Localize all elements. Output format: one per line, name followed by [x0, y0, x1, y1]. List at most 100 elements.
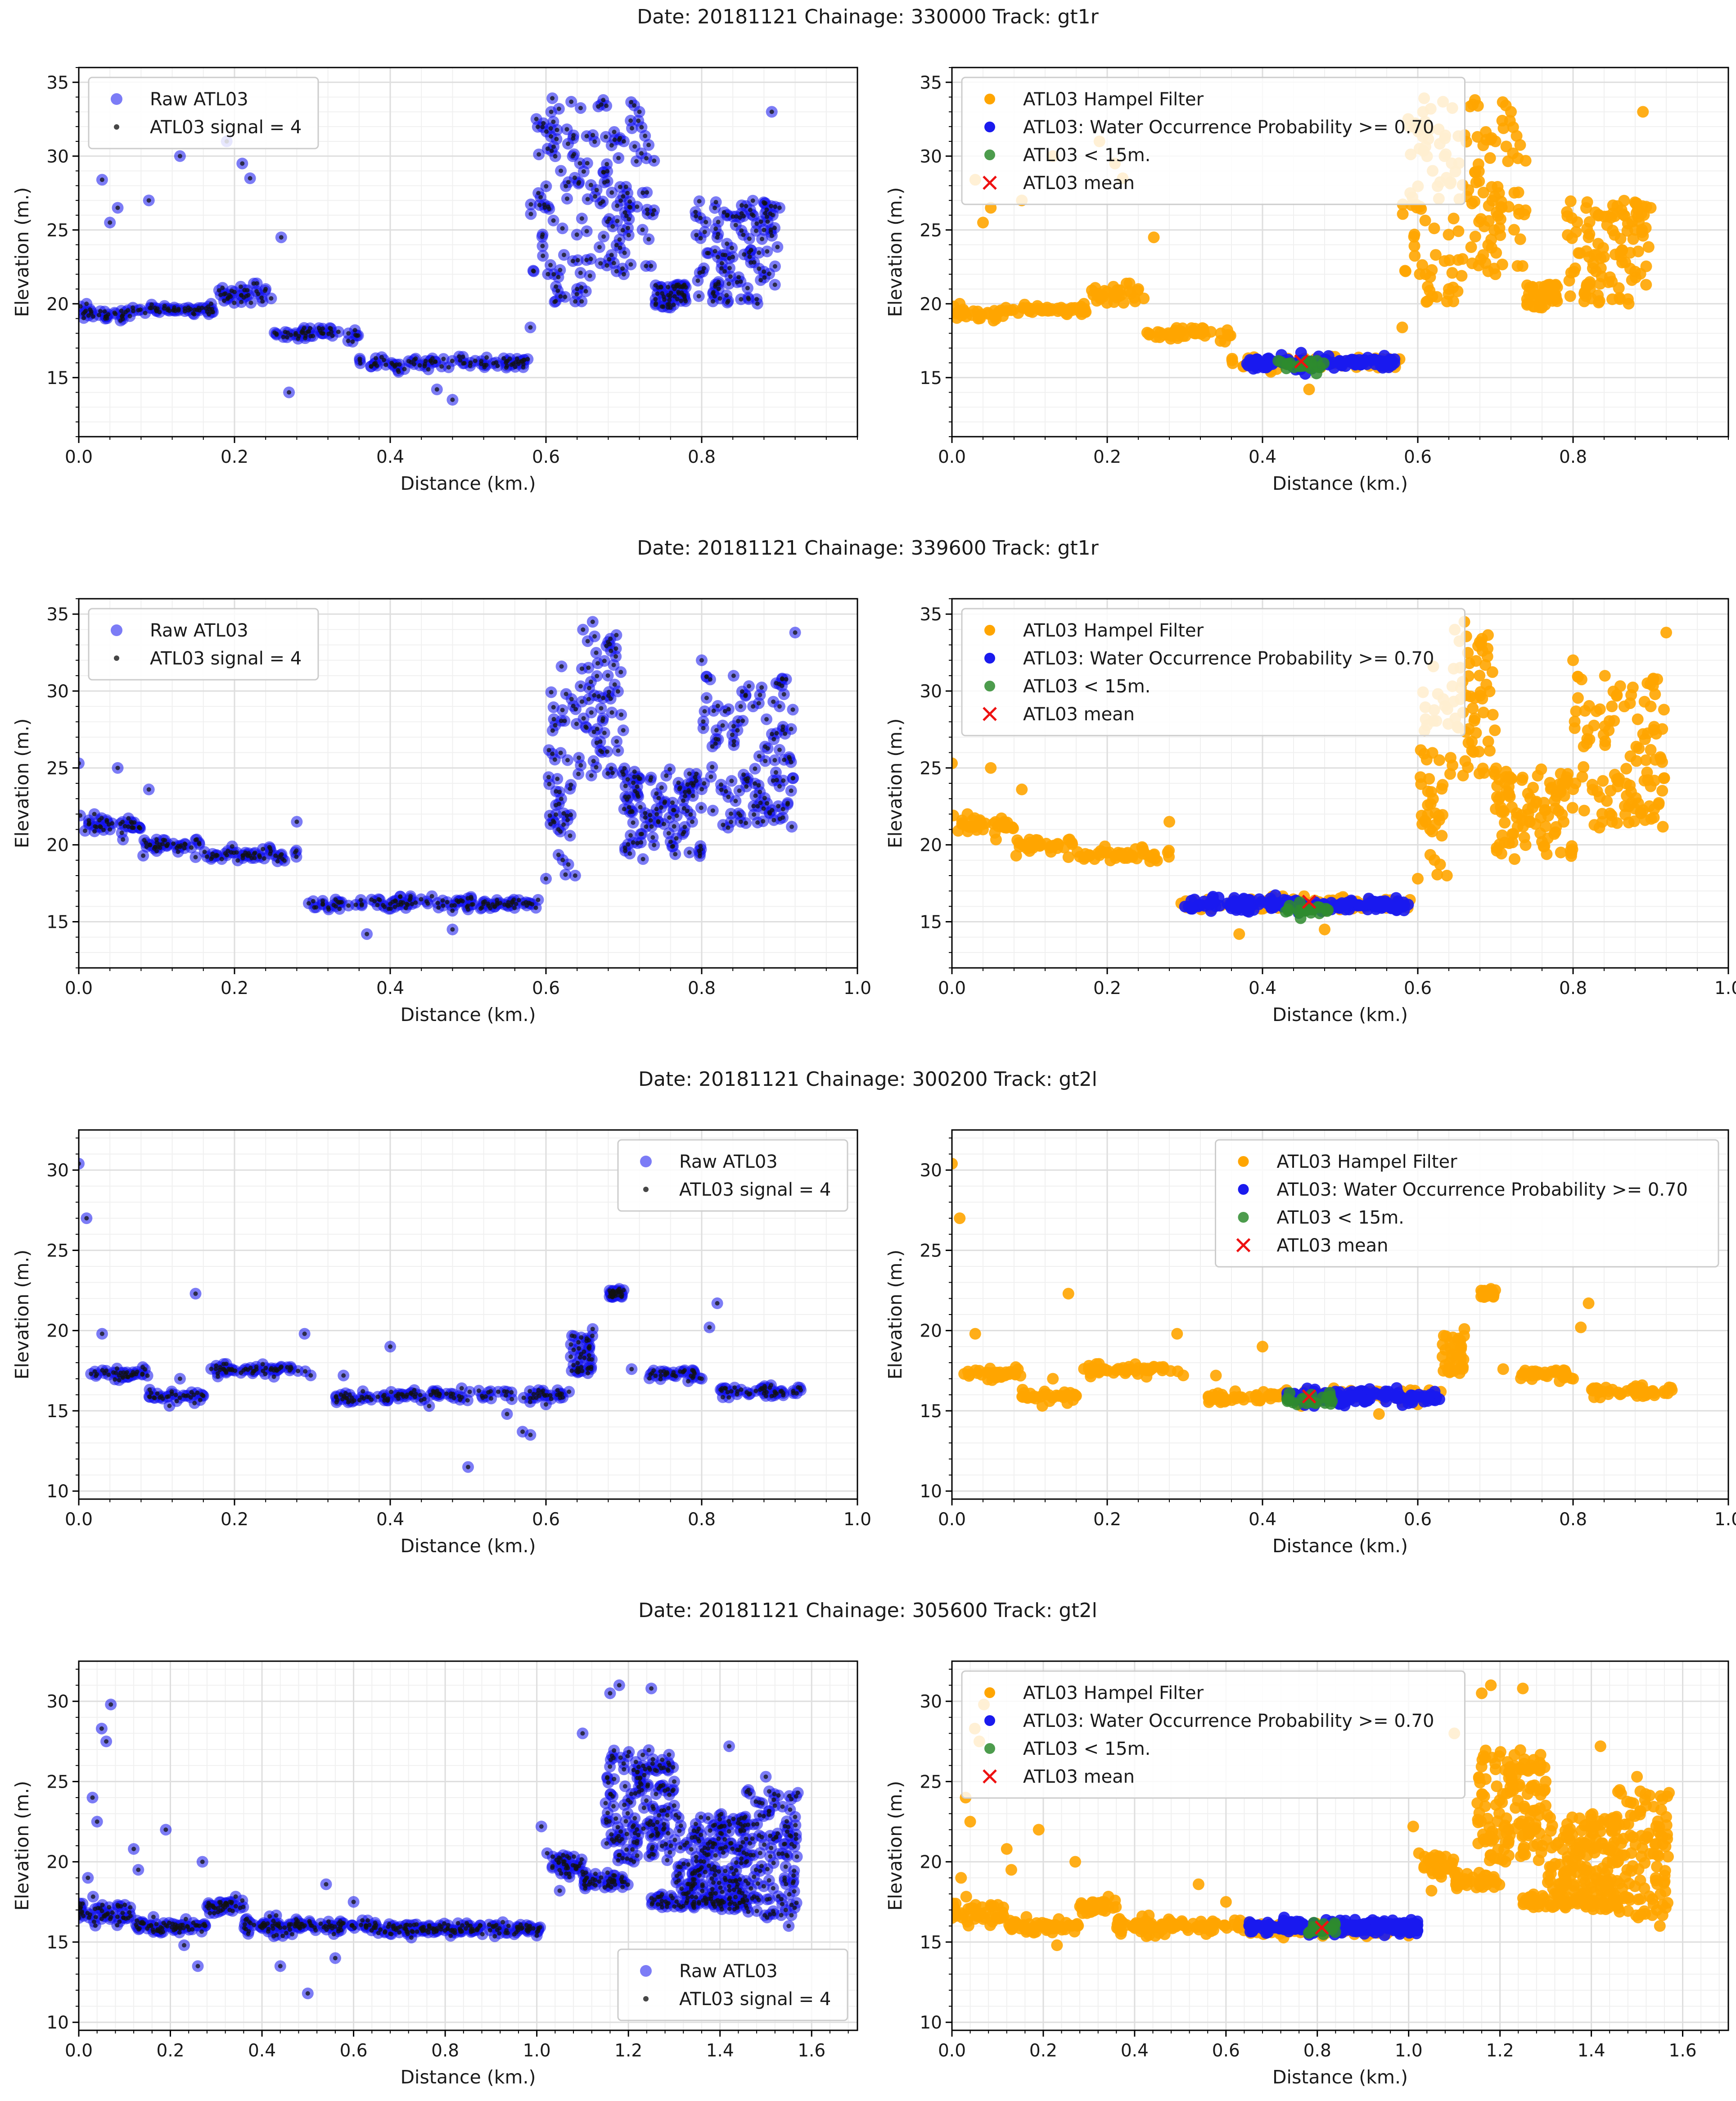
signal-4-point	[209, 307, 214, 312]
signal-4-point	[621, 272, 626, 277]
signal-4-point	[501, 356, 506, 361]
signal-4-point	[578, 271, 583, 276]
signal-4-point	[209, 856, 214, 861]
signal-4-point	[269, 296, 274, 301]
hampel-filter-point	[1470, 176, 1482, 189]
below-15m-point	[1321, 905, 1333, 917]
signal-4-point	[690, 794, 695, 799]
signal-4-point	[698, 844, 703, 849]
hampel-filter-point	[1508, 224, 1520, 236]
signal-4-point	[715, 254, 720, 259]
signal-4-point	[682, 794, 687, 799]
hampel-filter-point	[1640, 260, 1652, 272]
signal-4-point	[547, 813, 552, 818]
signal-4-point	[658, 805, 663, 810]
hampel-filter-point	[1062, 851, 1074, 863]
signal-4-point	[223, 851, 228, 856]
signal-4-point	[160, 1396, 165, 1401]
signal-4-point	[741, 214, 746, 219]
filtered-legend-marker-x	[983, 176, 997, 190]
signal-4-point	[601, 696, 606, 700]
signal-4-point	[326, 331, 331, 336]
signal-4-point	[716, 737, 721, 742]
signal-4-point	[358, 361, 363, 366]
signal-4-point	[699, 787, 704, 792]
hampel-filter-point	[1528, 287, 1540, 299]
raw-atl03-point	[79, 1157, 85, 1170]
signal-4-point	[600, 199, 605, 204]
signal-4-point	[598, 739, 603, 744]
signal-4-point	[436, 905, 441, 910]
chart-root: Date: 20181121 Chainage: 330000 Track: g…	[11, 5, 1736, 2088]
signal-4-point	[585, 639, 590, 644]
signal-4-point	[667, 815, 672, 820]
signal-4-point	[215, 853, 220, 858]
signal-4-point	[511, 897, 516, 902]
signal-4-point	[210, 851, 215, 856]
hampel-filter-point	[1535, 763, 1547, 775]
signal-4-point	[215, 1371, 220, 1376]
hampel-filter-point	[1058, 841, 1070, 854]
signal-4-point	[268, 851, 273, 856]
hampel-filter-point	[1415, 744, 1427, 756]
hampel-filter-point	[1603, 715, 1615, 727]
signal-4-point	[182, 846, 187, 851]
signal-4-point	[124, 1370, 129, 1375]
signal-4-point	[560, 708, 565, 713]
signal-4-point	[717, 296, 722, 301]
raw-y-tick-label: 20	[46, 294, 69, 315]
water-occurrence-point	[1253, 893, 1265, 905]
signal-4-point	[772, 282, 777, 287]
signal-4-point	[479, 359, 484, 364]
signal-4-point	[412, 357, 417, 362]
signal-4-point	[171, 841, 176, 846]
signal-4-point	[428, 358, 433, 363]
signal-4-point	[764, 214, 769, 219]
signal-4-point	[320, 326, 325, 331]
filtered-points	[952, 616, 1672, 940]
signal-4-point	[756, 701, 761, 706]
signal-4-point	[715, 704, 720, 709]
signal-4-point	[115, 205, 120, 210]
signal-4-point	[728, 274, 733, 279]
signal-4-point	[193, 855, 198, 859]
signal-4-point	[668, 839, 673, 844]
signal-4-point	[783, 731, 788, 736]
signal-4-point	[490, 902, 495, 907]
hampel-filter-point	[1645, 744, 1657, 756]
signal-4-point	[672, 824, 676, 829]
hampel-filter-point	[1148, 231, 1160, 244]
signal-4-point	[591, 759, 596, 764]
signal-4-point	[628, 833, 633, 838]
signal-4-point	[279, 235, 284, 240]
signal-4-point	[549, 690, 554, 695]
signal-4-point	[755, 301, 760, 306]
hampel-filter-point	[1464, 100, 1476, 113]
signal-4-point	[623, 783, 628, 788]
below-15m-point	[1282, 905, 1294, 917]
signal-4-point	[512, 905, 517, 910]
signal-4-point	[627, 199, 632, 204]
signal-4-point	[693, 209, 698, 214]
signal-4-point	[744, 784, 749, 789]
signal-4-point	[457, 354, 462, 359]
signal-4-point	[609, 766, 613, 771]
signal-4-point	[336, 330, 341, 334]
hampel-filter-point	[952, 757, 958, 769]
hampel-filter-point	[1606, 700, 1618, 713]
signal-4-point	[81, 316, 86, 321]
signal-4-point	[609, 648, 613, 653]
signal-4-point	[719, 261, 724, 266]
signal-4-point	[695, 278, 700, 283]
signal-4-point	[521, 357, 526, 362]
signal-4-point	[679, 290, 684, 295]
water-occurrence-point	[1207, 890, 1219, 903]
hampel-filter-point	[1505, 106, 1517, 118]
signal-4-point	[743, 693, 748, 698]
signal-4-point	[620, 228, 625, 233]
filtered-legend-label: ATL03: Water Occurrence Probability >= 0…	[1023, 117, 1434, 138]
hampel-filter-point	[1576, 771, 1588, 783]
signal-4-point	[122, 824, 127, 829]
signal-4-point	[287, 1368, 292, 1373]
signal-4-point	[780, 807, 785, 812]
